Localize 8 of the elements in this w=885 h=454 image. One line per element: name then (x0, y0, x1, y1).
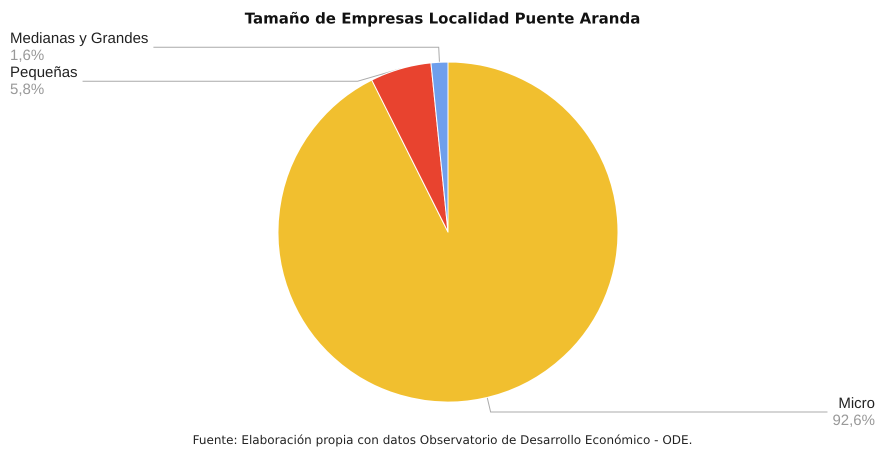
slice-label: Micro (838, 395, 875, 412)
slice-label: Medianas y Grandes (10, 30, 148, 48)
slice-label: Pequeñas (10, 64, 78, 82)
data-label: 5,8% (10, 81, 44, 98)
chart-title: Tamaño de Empresas Localidad Puente Aranda (244, 10, 640, 28)
data-label: 92,6% (832, 412, 875, 430)
source-note: Fuente: Elaboración propia con datos Observatorio de Desarrollo Económico - ODE. (192, 433, 692, 447)
data-label: 1,6% (10, 47, 44, 64)
